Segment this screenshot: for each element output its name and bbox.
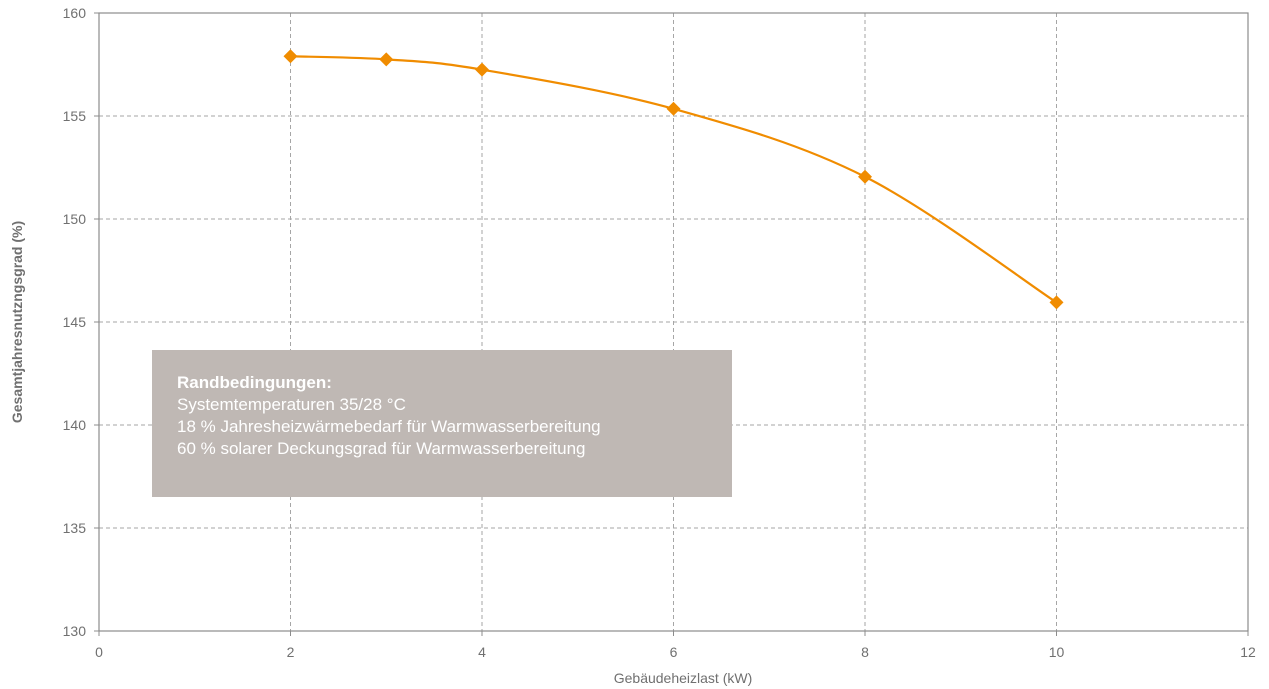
data-point-marker bbox=[379, 52, 394, 67]
y-axis-title: Gesamtjahresnutzngsgrad (%) bbox=[9, 221, 25, 423]
data-point-marker bbox=[283, 49, 298, 64]
y-tick-label: 130 bbox=[63, 623, 87, 639]
annotation-line: Systemtemperaturen 35/28 °C bbox=[177, 395, 406, 414]
y-tick-label: 135 bbox=[63, 520, 87, 536]
x-tick-label: 4 bbox=[478, 644, 486, 660]
x-tick-label: 10 bbox=[1049, 644, 1065, 660]
annotation-line: 60 % solarer Deckungsgrad für Warmwasser… bbox=[177, 439, 586, 458]
y-tick-label: 140 bbox=[63, 417, 87, 433]
y-tick-label: 145 bbox=[63, 314, 87, 330]
data-point-marker bbox=[1049, 295, 1064, 310]
x-axis-title: Gebäudeheizlast (kW) bbox=[614, 670, 753, 686]
y-tick-label: 155 bbox=[63, 108, 87, 124]
annotation-line: 18 % Jahresheizwärmebedarf für Warmwasse… bbox=[177, 417, 601, 436]
axes bbox=[94, 12, 1249, 636]
tick-labels: 0 2 4 6 8 10 12 130 135 140 145 150 155 160 bbox=[63, 5, 1256, 660]
data-point-marker bbox=[858, 169, 872, 184]
data-point-marker bbox=[475, 62, 489, 77]
annotation-title: Randbedingungen: bbox=[177, 373, 332, 392]
annotation-box: Randbedingungen: Systemtemperaturen 35/2… bbox=[152, 350, 732, 497]
x-tick-label: 2 bbox=[287, 644, 295, 660]
x-tick-label: 6 bbox=[670, 644, 678, 660]
x-tick-label: 12 bbox=[1240, 644, 1256, 660]
plot-frame bbox=[98, 12, 1249, 632]
data-point-marker bbox=[666, 101, 681, 116]
x-tick-label: 8 bbox=[861, 644, 869, 660]
series bbox=[283, 49, 1064, 310]
y-tick-label: 150 bbox=[63, 211, 87, 227]
x-tick-label: 0 bbox=[95, 644, 103, 660]
y-tick-label: 160 bbox=[63, 5, 87, 21]
